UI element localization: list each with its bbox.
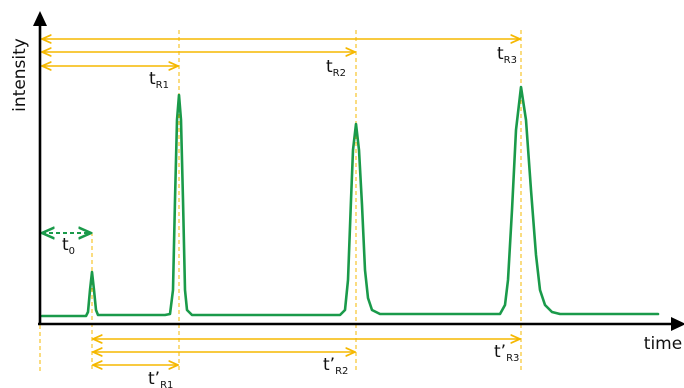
label-tr3: tR3	[497, 44, 517, 66]
x-axis-arrowhead	[671, 317, 684, 331]
label-tr3-adjusted: t’R3	[494, 342, 519, 364]
adjusted-retention-time-arrows	[93, 339, 520, 365]
retention-time-arrows	[42, 39, 520, 66]
guide-lines	[39, 30, 522, 372]
axes	[33, 11, 684, 331]
chromatogram-signal	[40, 85, 660, 318]
label-t0: t0	[62, 235, 75, 257]
x-axis-label: time	[644, 334, 682, 354]
y-axis-arrowhead	[33, 11, 47, 26]
label-tr1-adjusted: t’R1	[148, 369, 173, 388]
label-tr2-adjusted: t’R2	[323, 355, 348, 377]
label-tr2: tR2	[326, 57, 346, 79]
label-tr1: tR1	[149, 69, 169, 91]
y-axis-label: intensity	[10, 38, 30, 112]
